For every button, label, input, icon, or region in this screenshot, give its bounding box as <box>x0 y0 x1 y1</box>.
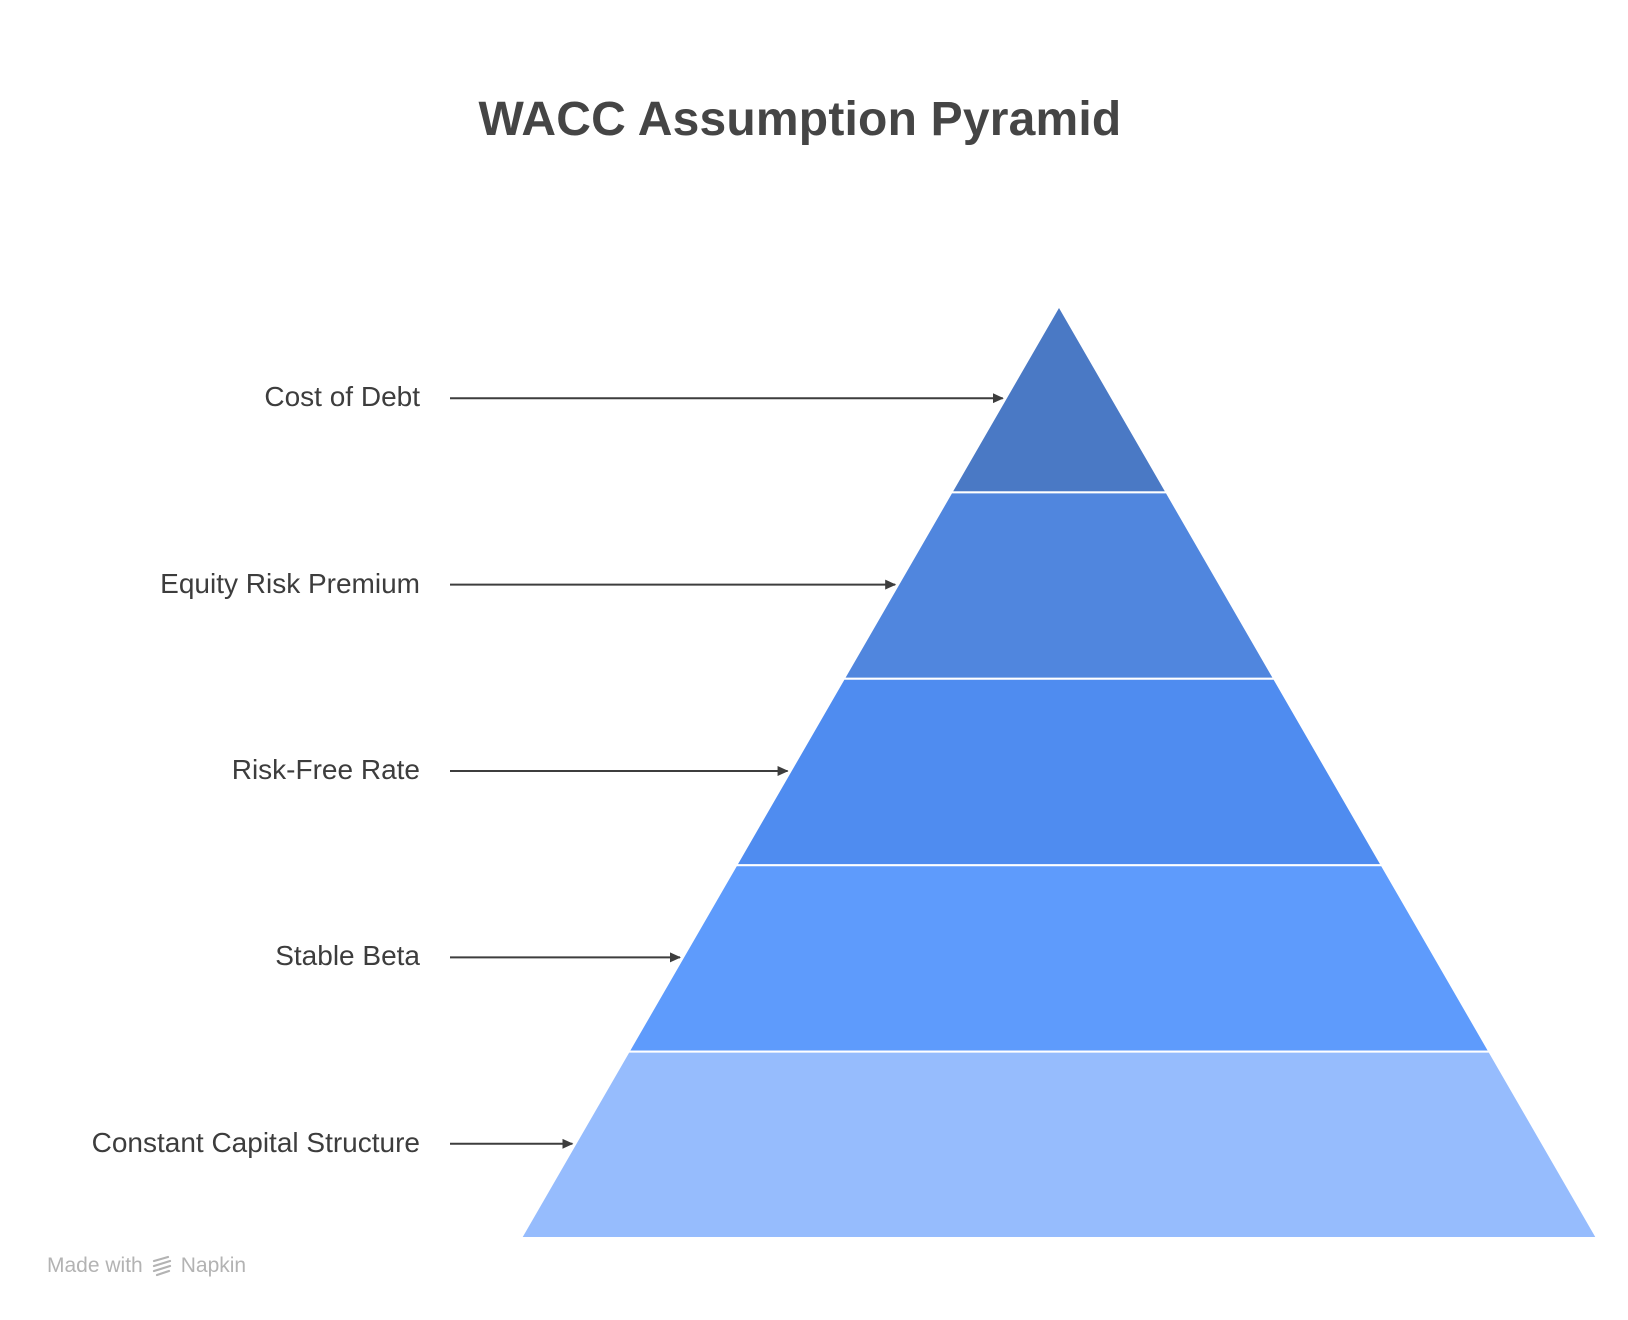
made-with-napkin-watermark: Made with Napkin <box>47 1254 246 1278</box>
watermark-brand: Napkin <box>180 1254 247 1277</box>
page-title: WACC Assumption Pyramid <box>478 93 1122 146</box>
pyramid-tier-5 <box>519 1050 1599 1239</box>
tier-label-1: Cost of Debt <box>264 381 420 413</box>
pyramid-tier-3 <box>734 677 1384 867</box>
tier-label-5: Constant Capital Structure <box>91 1126 420 1158</box>
napkin-logo-icon <box>151 1255 173 1277</box>
pyramid-tier-4 <box>626 864 1492 1053</box>
tier-label-3: Risk-Free Rate <box>231 754 420 785</box>
tier-label-2: Equity Risk Premium <box>160 567 420 599</box>
watermark-prefix: Made with <box>47 1254 143 1277</box>
tier-label-4: Stable Beta <box>275 940 420 972</box>
pyramid-tier-2 <box>842 491 1276 680</box>
